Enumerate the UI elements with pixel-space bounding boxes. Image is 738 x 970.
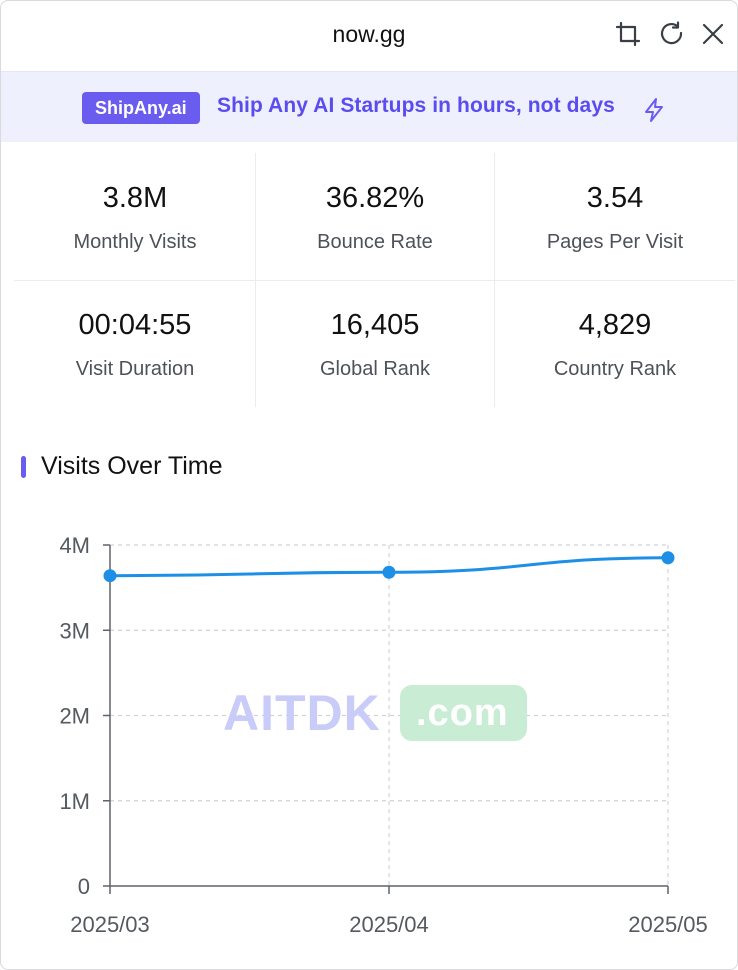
stat-label: Pages Per Visit <box>546 231 684 253</box>
title-bar: now.gg <box>1 1 737 71</box>
close-icon[interactable] <box>699 20 727 48</box>
data-point <box>661 551 675 565</box>
watermark-text: AITDK <box>223 685 381 741</box>
promo-text[interactable]: Ship Any AI Startups in hours, not days <box>217 94 615 117</box>
stat-label: Visit Duration <box>75 358 195 380</box>
stat-pages-per-visit: 3.54 Pages Per Visit <box>495 153 735 280</box>
bolt-icon <box>645 98 663 122</box>
window-title: now.gg <box>332 21 406 47</box>
stat-country-rank: 4,829 Country Rank <box>495 280 735 407</box>
promo-badge[interactable]: ShipAny.ai <box>82 92 200 124</box>
divider <box>14 280 735 281</box>
x-tick-label: 2025/03 <box>70 912 150 937</box>
stat-global-rank: 16,405 Global Rank <box>255 280 495 407</box>
stat-value: 3.8M <box>102 182 168 214</box>
stat-value: 4,829 <box>578 309 652 341</box>
stat-label: Global Rank <box>319 358 431 380</box>
data-point <box>382 565 396 579</box>
stat-monthly-visits: 3.8M Monthly Visits <box>15 153 255 280</box>
x-tick-label: 2025/05 <box>628 912 708 937</box>
crop-icon[interactable] <box>614 20 642 48</box>
watermark-pill: .com <box>400 685 527 741</box>
promo-banner[interactable]: ShipAny.ai Ship Any AI Startups in hours… <box>1 71 737 142</box>
visits-line-chart: 0 1M 2M 3M 4M 2025/03 2025/04 2025/05 <box>59 533 708 937</box>
y-tick-label: 1M <box>59 789 90 814</box>
y-tick-label: 2M <box>59 704 90 729</box>
stat-value: 16,405 <box>330 309 420 341</box>
stat-label: Monthly Visits <box>73 231 197 253</box>
y-tick-label: 3M <box>59 618 90 643</box>
stat-value: 36.82% <box>325 182 425 214</box>
stat-visit-duration: 00:04:55 Visit Duration <box>15 280 255 407</box>
stats-grid: 3.8M Monthly Visits 36.82% Bounce Rate 3… <box>14 153 735 407</box>
watermark-suffix: .com <box>416 692 509 734</box>
data-point <box>103 569 117 583</box>
y-tick-label: 0 <box>78 874 90 899</box>
stat-value: 00:04:55 <box>78 309 192 341</box>
refresh-icon[interactable] <box>658 20 686 48</box>
section-title: Visits Over Time <box>41 452 223 480</box>
stat-value: 3.54 <box>586 182 644 214</box>
x-tick-label: 2025/04 <box>349 912 429 937</box>
section-accent-bar <box>21 456 26 478</box>
y-tick-label: 4M <box>59 533 90 558</box>
stat-label: Bounce Rate <box>317 231 433 253</box>
stat-label: Country Rank <box>553 358 677 380</box>
stat-bounce-rate: 36.82% Bounce Rate <box>255 153 495 280</box>
